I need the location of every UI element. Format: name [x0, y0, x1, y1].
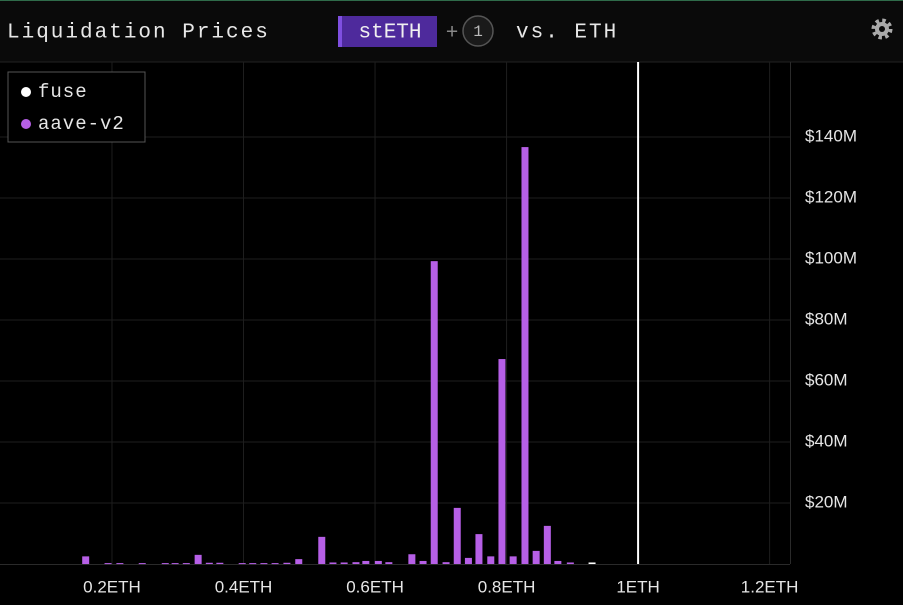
bar	[419, 560, 427, 564]
bar	[385, 562, 393, 564]
bar	[374, 560, 382, 564]
x-tick-label: 0.4ETH	[215, 577, 273, 596]
add-button[interactable]: +	[446, 23, 459, 46]
y-tick-label: $140M	[805, 127, 857, 146]
bar	[271, 563, 279, 565]
bar	[442, 562, 450, 564]
chart-title: Liquidation Prices	[7, 22, 270, 45]
plot-area: $20M $40M $60M $80M $100M $120M $140M 0.2ETH 0.4…	[0, 62, 857, 596]
bar	[543, 525, 551, 564]
count-badge[interactable]	[462, 15, 494, 47]
bar	[194, 554, 202, 564]
y-tick-label: $20M	[805, 492, 848, 511]
bar	[352, 562, 360, 564]
x-tick-label: 1ETH	[616, 577, 659, 596]
bar	[329, 562, 337, 564]
legend-label: aave-v2	[38, 113, 125, 135]
bar	[588, 562, 596, 564]
versus-label: vs. ETH	[516, 22, 618, 45]
bar	[238, 563, 246, 565]
bar	[283, 562, 291, 564]
legend-marker	[21, 119, 31, 129]
x-tick-label: 0.8ETH	[478, 577, 536, 596]
bar	[138, 563, 146, 565]
bar	[464, 557, 472, 564]
bar	[498, 359, 506, 564]
header-bar	[0, 0, 903, 62]
bar	[104, 563, 112, 565]
bar	[205, 562, 213, 564]
bar	[408, 554, 416, 564]
bar	[295, 559, 303, 564]
legend-label: fuse	[38, 81, 88, 103]
bar	[260, 563, 268, 565]
bar	[475, 534, 483, 564]
bar	[182, 563, 190, 565]
bar	[509, 556, 517, 564]
bar	[521, 147, 529, 565]
bar	[249, 563, 257, 565]
y-tick-label: $120M	[805, 188, 857, 207]
bar	[340, 562, 348, 564]
bar	[116, 563, 124, 565]
x-tick-label: 0.2ETH	[83, 577, 141, 596]
x-tick-label: 1.2ETH	[741, 577, 799, 596]
bar	[554, 560, 562, 564]
y-tick-label: $40M	[805, 431, 848, 450]
legend-marker	[21, 87, 31, 97]
bar	[318, 536, 326, 564]
count-label: 1	[473, 23, 483, 41]
asset-badge-edge	[338, 16, 342, 47]
y-tick-label: $80M	[805, 309, 848, 328]
x-tick-label: 0.6ETH	[346, 577, 404, 596]
bar	[532, 550, 540, 564]
bar	[216, 562, 224, 564]
bar	[161, 563, 169, 565]
asset-label[interactable]: stETH	[358, 22, 421, 45]
y-tick-label: $100M	[805, 249, 857, 268]
legend-box	[7, 71, 146, 143]
bar	[171, 563, 179, 565]
bar	[566, 562, 574, 564]
bar	[362, 560, 370, 564]
bar	[453, 507, 461, 564]
legend: fuse aave-v2	[7, 71, 146, 143]
bar	[82, 556, 90, 564]
settings-icon[interactable]	[871, 18, 893, 40]
asset-badge[interactable]	[338, 16, 437, 47]
bar	[430, 261, 438, 564]
y-tick-label: $60M	[805, 370, 848, 389]
bar	[487, 556, 495, 564]
